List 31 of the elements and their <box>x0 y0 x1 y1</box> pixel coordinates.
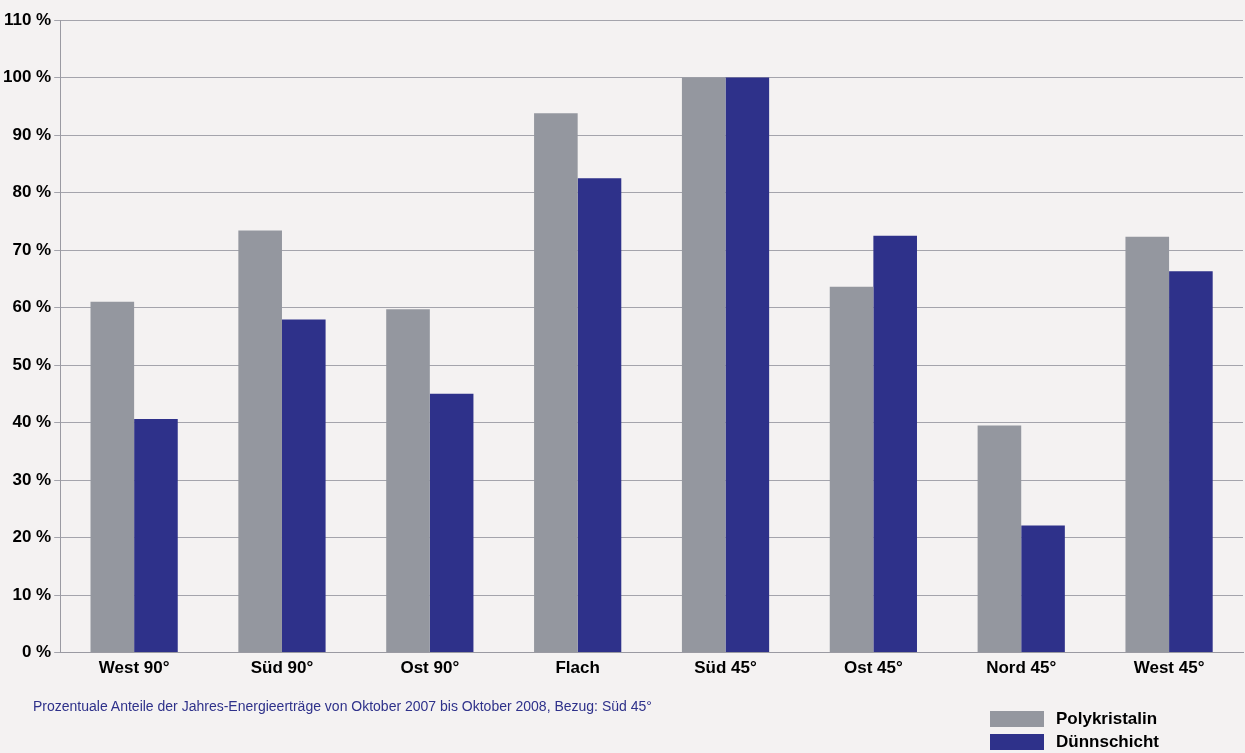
x-tick-label: Nord 45° <box>986 658 1057 678</box>
y-tick-label: 90 % <box>12 124 52 144</box>
legend-label: Polykristalin <box>1056 708 1158 729</box>
y-tick-label: 100 % <box>3 67 52 87</box>
text: Prozentuale Anteile der Jahres-Energieerträge von Oktober 2007 bis Oktober 2008, Bezug: Süd 45° <box>33 698 652 714</box>
y-tick-label: 80 % <box>12 182 52 202</box>
bar <box>577 178 622 653</box>
bar <box>281 319 326 653</box>
x-tick-label: Flach <box>555 658 600 678</box>
y-tick-label: 110 % <box>3 9 52 29</box>
y-tick-label: 30 % <box>12 469 52 489</box>
y-tick-label: 10 % <box>12 584 52 604</box>
y-tick-label: 20 % <box>12 527 52 547</box>
x-tick-label: Ost 90° <box>400 658 460 678</box>
y-tick-label: 0 % <box>21 642 52 662</box>
x-tick-label: West 45° <box>1133 658 1205 678</box>
bar <box>1021 525 1065 653</box>
x-tick-label: Süd 45° <box>694 658 757 678</box>
y-tick-label: 70 % <box>12 239 52 259</box>
bar <box>873 235 917 653</box>
y-tick-label: 40 % <box>12 412 52 432</box>
x-tick-label: Süd 90° <box>250 658 314 678</box>
bar <box>134 419 178 653</box>
bar <box>1169 271 1213 653</box>
legend-label: Dünnschicht <box>1056 731 1159 752</box>
x-tick-label: West 90° <box>98 658 170 678</box>
y-tick-label: 60 % <box>12 297 52 317</box>
y-tick-label: 50 % <box>12 354 52 374</box>
x-tick-label: Ost 45° <box>843 658 903 678</box>
bar <box>429 393 474 653</box>
bar <box>725 77 770 653</box>
